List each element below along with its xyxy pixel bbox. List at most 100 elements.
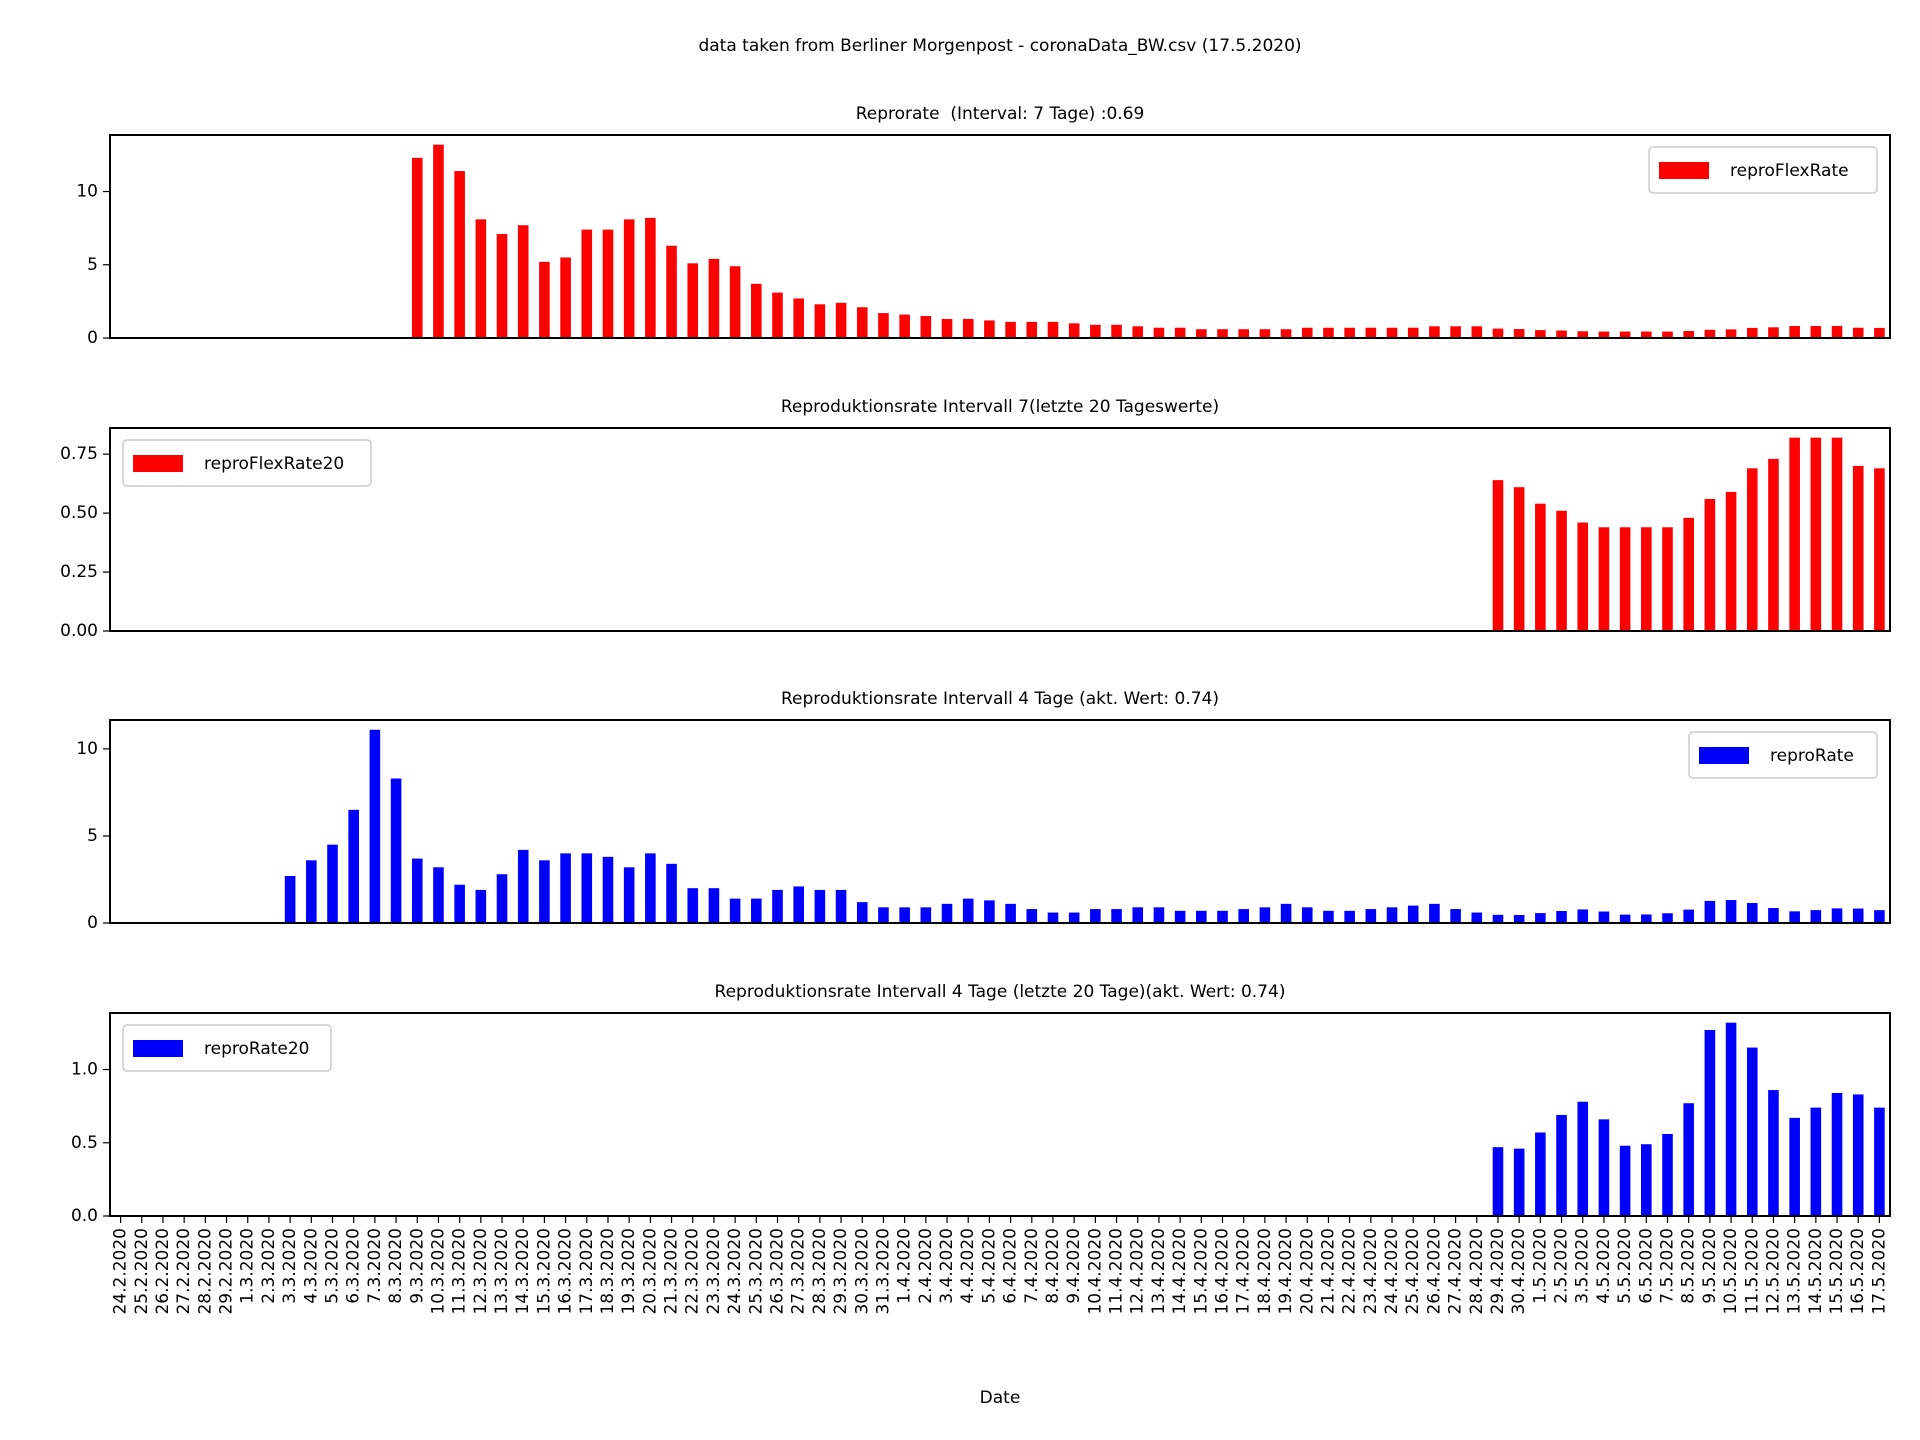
bar <box>984 320 995 338</box>
y-tick-label: 0 <box>87 913 98 933</box>
x-tick-label: 16.5.2020 <box>1848 1228 1868 1315</box>
x-tick-label: 13.4.2020 <box>1149 1228 1169 1315</box>
bar <box>1492 1147 1504 1216</box>
x-tick-label: 28.3.2020 <box>810 1228 830 1315</box>
figure-title: data taken from Berliner Morgenpost - co… <box>698 36 1301 56</box>
bar <box>1768 1090 1779 1216</box>
x-axis-label: Date <box>980 1388 1021 1408</box>
x-tick-label: 13.5.2020 <box>1785 1228 1805 1315</box>
bar <box>1386 327 1398 338</box>
bar <box>411 157 423 338</box>
bar <box>1047 321 1059 338</box>
bar <box>390 778 402 923</box>
bar <box>1810 437 1822 631</box>
bar <box>1789 911 1800 923</box>
bar <box>1111 324 1122 338</box>
bar <box>1641 527 1652 631</box>
bar <box>1662 913 1673 923</box>
bar <box>899 907 910 923</box>
bar <box>1535 330 1546 338</box>
x-tick-label: 1.4.2020 <box>895 1228 915 1304</box>
x-tick-label: 17.5.2020 <box>1869 1228 1889 1315</box>
x-tick-label: 11.3.2020 <box>450 1228 470 1315</box>
bar <box>1259 329 1271 338</box>
bar <box>1746 327 1758 338</box>
x-tick-label: 25.3.2020 <box>746 1228 766 1315</box>
bar <box>729 898 741 923</box>
y-tick-label: 0.50 <box>60 503 98 523</box>
bar <box>1492 914 1504 923</box>
x-tick-label: 29.3.2020 <box>831 1228 851 1315</box>
bar <box>1196 329 1207 338</box>
x-tick-label: 18.3.2020 <box>598 1228 618 1315</box>
bar <box>1598 527 1610 631</box>
bar <box>306 860 317 923</box>
bar <box>899 314 910 338</box>
bar <box>1026 909 1038 923</box>
bar <box>1704 1029 1716 1216</box>
x-tick-label: 29.4.2020 <box>1488 1228 1508 1315</box>
axes-title: Reproduktionsrate Intervall 4 Tage (akt.… <box>781 689 1219 709</box>
x-tick-label: 10.3.2020 <box>428 1228 448 1315</box>
bar <box>1471 912 1483 923</box>
x-tick-label: 11.4.2020 <box>1107 1228 1127 1315</box>
x-tick-label: 24.2.2020 <box>111 1228 131 1315</box>
x-tick-label: 7.5.2020 <box>1658 1228 1678 1304</box>
bar <box>1874 910 1885 923</box>
x-tick-label: 1.5.2020 <box>1530 1228 1550 1304</box>
bar <box>920 907 932 923</box>
bar <box>602 856 614 923</box>
x-tick-label: 6.4.2020 <box>1001 1228 1021 1304</box>
bar <box>1725 1022 1737 1216</box>
bar <box>1683 1103 1694 1216</box>
bar <box>348 809 359 923</box>
legend-label: reproRate20 <box>204 1039 310 1059</box>
bar <box>1810 325 1822 338</box>
bar <box>1280 903 1292 923</box>
bar <box>1556 330 1567 338</box>
x-tick-label: 12.5.2020 <box>1763 1228 1783 1315</box>
bar <box>793 886 804 923</box>
bar <box>1683 330 1694 338</box>
x-tick-label: 22.4.2020 <box>1340 1228 1360 1315</box>
axes-frame <box>109 134 1891 339</box>
bar <box>1429 903 1440 923</box>
bar <box>984 900 995 923</box>
bar <box>1068 912 1080 923</box>
bar <box>1450 909 1461 923</box>
bar <box>454 171 465 338</box>
y-tick-label: 0.75 <box>60 444 98 464</box>
x-tick-label: 31.3.2020 <box>873 1228 893 1315</box>
bar <box>1090 324 1101 338</box>
bar <box>1619 914 1631 923</box>
bar <box>1344 910 1355 923</box>
bar <box>1323 910 1334 923</box>
bar <box>1556 1114 1567 1216</box>
bar <box>327 844 338 923</box>
x-tick-label: 27.2.2020 <box>174 1228 194 1315</box>
x-tick-label: 5.4.2020 <box>979 1228 999 1304</box>
bar <box>814 889 826 923</box>
legend-label: reproRate <box>1770 746 1854 766</box>
bar <box>1365 327 1377 338</box>
bar <box>1619 1145 1631 1216</box>
axes-frame <box>109 427 1891 632</box>
bar <box>1323 327 1334 338</box>
bar <box>1513 1148 1525 1216</box>
y-tick-label: 0.00 <box>60 621 98 641</box>
x-tick-label: 30.3.2020 <box>852 1228 872 1315</box>
x-tick-label: 10.4.2020 <box>1085 1228 1105 1315</box>
bar <box>1704 498 1716 631</box>
bar <box>878 313 889 338</box>
bar <box>1683 909 1694 923</box>
bar <box>920 316 932 338</box>
bar <box>284 875 296 923</box>
bar <box>369 729 381 923</box>
bar <box>1196 910 1207 923</box>
bar <box>1831 908 1843 923</box>
bar <box>751 898 762 923</box>
bar <box>1111 909 1122 923</box>
bar <box>1641 914 1652 923</box>
legend-swatch <box>133 1040 183 1057</box>
bar <box>1789 1117 1800 1216</box>
